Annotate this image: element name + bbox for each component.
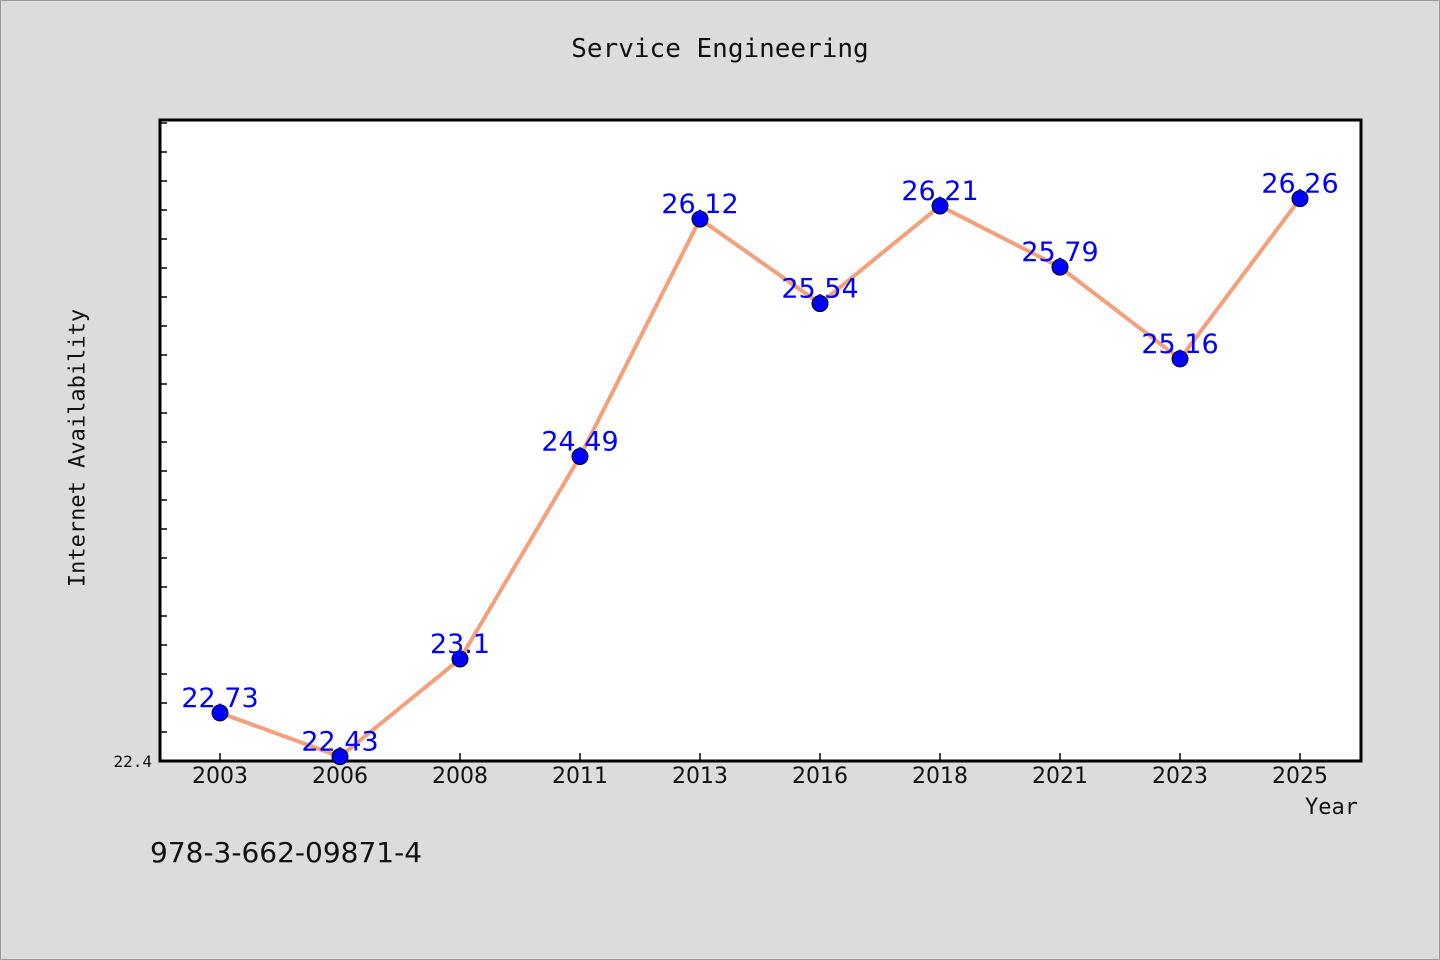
data-label: 26.26	[1261, 169, 1338, 200]
y-tick-label: 22.4	[113, 752, 152, 771]
x-tick-label: 2021	[1032, 764, 1088, 789]
data-point	[571, 448, 589, 466]
data-point	[811, 295, 829, 313]
data-label: 25.54	[781, 274, 858, 305]
data-point	[691, 210, 709, 228]
plot-area	[158, 118, 1363, 763]
x-tick-label: 2003	[192, 764, 248, 789]
chart-title: Service Engineering	[571, 34, 869, 64]
data-label: 26.12	[661, 189, 738, 220]
x-tick-label: 2013	[672, 764, 728, 789]
x-tick-label: 2016	[792, 764, 848, 789]
isbn-text: 978-3-662-09871-4	[150, 836, 423, 869]
data-point	[931, 197, 949, 215]
data-point	[1291, 190, 1309, 208]
data-point	[331, 748, 349, 766]
data-point	[451, 650, 469, 668]
data-label: 26.21	[901, 176, 978, 207]
x-tick-label: 2018	[912, 764, 968, 789]
data-point	[211, 704, 229, 722]
data-label: 25.79	[1021, 237, 1098, 268]
data-label: 24.49	[541, 427, 618, 458]
data-label: 23.1	[430, 629, 490, 660]
data-label: 22.73	[181, 683, 258, 714]
data-point	[1051, 258, 1069, 276]
x-tick-label: 2008	[432, 764, 488, 789]
x-axis-label: Year	[1305, 795, 1358, 820]
x-tick-label: 2011	[552, 764, 608, 789]
x-tick-label: 2023	[1152, 764, 1208, 789]
series-line	[218, 196, 1302, 759]
data-label: 25.16	[1141, 329, 1218, 360]
x-tick-label: 2006	[312, 764, 368, 789]
data-point	[1171, 350, 1189, 368]
x-tick-label: 2025	[1272, 764, 1328, 789]
data-label: 22.43	[301, 727, 378, 758]
